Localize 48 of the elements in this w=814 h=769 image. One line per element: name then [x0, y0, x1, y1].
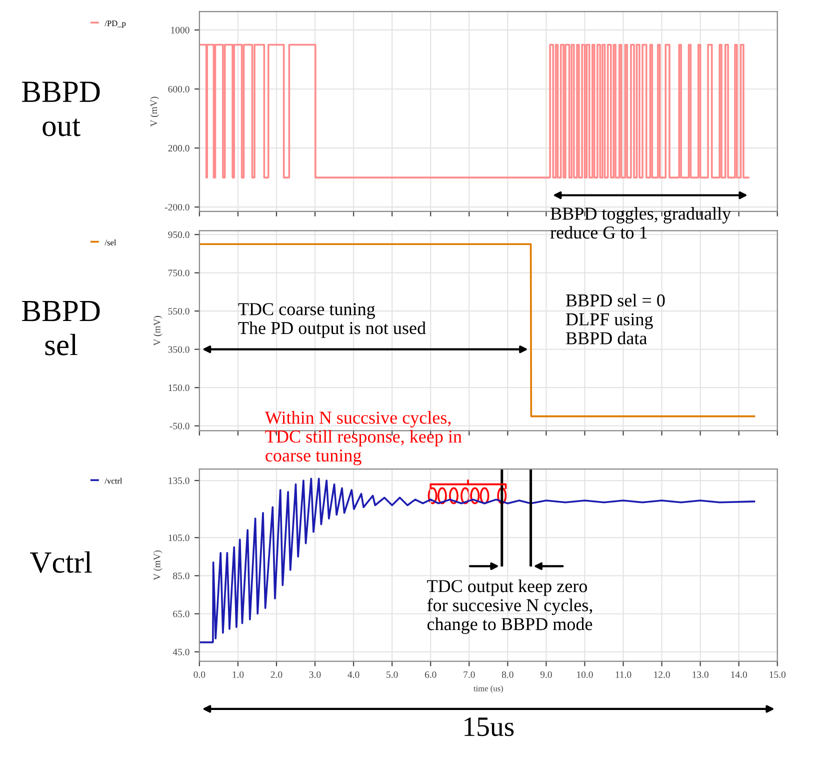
- legend-label: /PD_p: [104, 20, 126, 28]
- annotation: TDC output keep zero for succesive N cycles, change to BBPD mode: [427, 579, 592, 634]
- y-tick-label: 350.0: [168, 346, 190, 353]
- annotation: BBPD sel = 0 DLPF using BBPD data: [566, 294, 665, 344]
- y-tick-label: 750.0: [168, 270, 190, 276]
- annotation: Within N succsive cycles, TDC still response, keep in coarse tuning: [264, 411, 462, 466]
- x-tick-label: 11.0: [616, 671, 632, 678]
- annotation: BBPD toggles, gradually reduce G to 1: [550, 207, 732, 239]
- x-tick-label: 12.0: [654, 671, 670, 678]
- x-tick-label: 4.0: [348, 671, 360, 678]
- y-tick-label: 65.0: [173, 610, 190, 618]
- x-tick-label: 0.0: [194, 671, 206, 678]
- line-series: [199, 478, 756, 644]
- legend-label: /sel: [104, 240, 116, 246]
- y-tick-label: 550.0: [168, 308, 190, 315]
- x-tick-label: 10.0: [577, 671, 593, 678]
- y-tick-label: -50.0: [170, 422, 190, 430]
- y-axis-title: V (mV): [153, 316, 162, 346]
- text: Vctrl: [30, 551, 92, 574]
- text: BBPD out: [22, 82, 100, 136]
- y-tick-label: 105.0: [168, 534, 190, 542]
- y-tick-label: 200.0: [168, 144, 190, 152]
- x-tick-label: 15.0: [770, 671, 786, 678]
- y-tick-label: 1000: [171, 26, 190, 34]
- y-axis-title: V (mV): [150, 96, 160, 127]
- y-tick-label: 85.0: [173, 572, 190, 580]
- y-tick-label: 600.0: [168, 86, 190, 93]
- y-tick-label: -200.0: [164, 204, 190, 211]
- x-tick-label: 13.0: [692, 671, 708, 678]
- x-axis-title: time (us): [474, 685, 503, 693]
- legend-label: /vctrl: [104, 478, 122, 484]
- x-tick-label: 6.0: [424, 671, 436, 678]
- x-tick-label: 7.0: [464, 671, 475, 678]
- y-tick-label: 45.0: [172, 648, 190, 656]
- x-tick-label: 1.0: [232, 671, 244, 678]
- text: BBPD sel: [22, 300, 100, 356]
- x-tick-label: 5.0: [386, 671, 398, 678]
- x-tick-label: 2.0: [270, 671, 282, 678]
- y-axis-title: V (mV): [153, 550, 162, 580]
- text: 15us: [464, 717, 514, 736]
- y-tick-label: 135.0: [168, 477, 190, 484]
- x-tick-label: 3.0: [309, 671, 321, 678]
- x-tick-label: 8.0: [502, 671, 514, 678]
- x-tick-label: 9.0: [540, 671, 552, 678]
- annotation: TDC coarse tuning The PD output is not used: [238, 303, 426, 338]
- y-tick-label: 950.0: [168, 231, 190, 238]
- x-tick-label: 14.0: [731, 671, 747, 678]
- y-tick-label: 150.0: [168, 384, 190, 392]
